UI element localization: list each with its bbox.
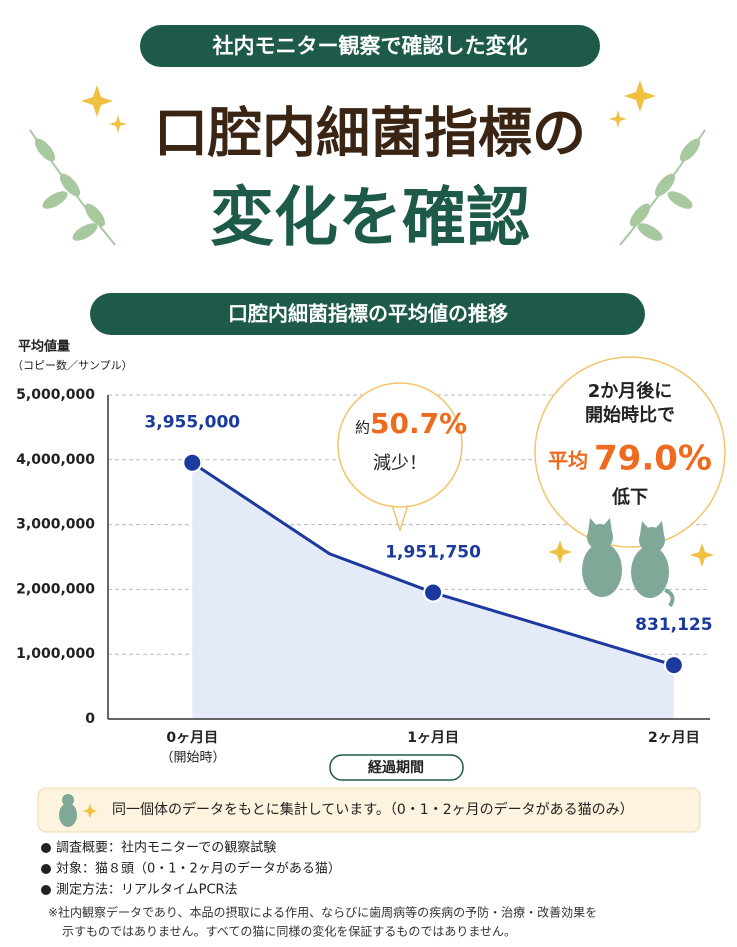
footnote: ※社内観察データであり、本品の摂取による作用、ならびに歯周病等の疾病の予防・治療… (48, 905, 597, 920)
callout-1-bubble (337, 382, 463, 533)
x-axis-title-bg (329, 754, 464, 781)
line (191, 461, 675, 667)
badge-bg (140, 25, 600, 67)
leaves-left (29, 129, 116, 246)
callout-1-suffix: 減少！ (373, 453, 427, 474)
y-tick-label: 2,000,000 (16, 581, 95, 597)
callout-2-line1: 2か月後に (588, 380, 673, 402)
bullet: 調査概要：社内モニターでの観察試験 (56, 840, 276, 856)
y-axis-title: 平均値量 (18, 339, 70, 355)
bullet-list: 調査概要：社内モニターでの観察試験対象：猫８頭（0・1・2ヶ月のデータがある猫）… (41, 840, 341, 898)
callout-2-suffix: 低下 (611, 486, 648, 508)
point (182, 452, 203, 473)
y-tick-label: 1,000,000 (16, 646, 95, 662)
y-tick-label: 0 (85, 711, 95, 727)
x-tick-label: 1ヶ月目 (407, 730, 459, 746)
badge: 社内モニター観察で確認した変化 (212, 34, 528, 58)
note: 同一個体のデータをもとに集計しています。（0・1・2ヶ月のデータがある猫のみ） (112, 801, 634, 818)
sparkles (81, 80, 714, 567)
bullet-dot (41, 843, 51, 853)
callout-1-value: 50.7% (370, 407, 467, 440)
x-start-note: （開始時） (160, 751, 225, 766)
title-line-2: 変化を確認 (210, 182, 530, 256)
point (423, 582, 444, 603)
note-sparkle (83, 804, 97, 818)
leaves-right (619, 129, 706, 246)
area (192, 462, 674, 719)
point (663, 655, 684, 676)
y-tick-label: 4,000,000 (16, 452, 95, 468)
y-axis-subtitle: （コピー数／サンプル） (12, 359, 133, 372)
bullet-dot (41, 885, 51, 895)
x-tick-label: 0ヶ月目 (166, 730, 218, 746)
chart-title-bg (90, 293, 645, 335)
bullet-dot (41, 864, 51, 874)
note-box (37, 787, 701, 833)
title-line-1: 口腔内細菌指標の (154, 102, 586, 165)
callout-2-bubble (534, 356, 726, 548)
y-tick-label: 3,000,000 (16, 517, 95, 533)
footnote: 示すものではありません。すべての猫に同様の変化を保証するものではありません。 (62, 924, 516, 939)
x-tick-label: 2ヶ月目 (648, 730, 700, 746)
data-label: 1,951,750 (385, 543, 481, 563)
y-tick-label: 5,000,000 (16, 387, 95, 403)
data-label: 831,125 (635, 615, 712, 635)
note-cat (59, 794, 77, 827)
cats (582, 518, 675, 608)
chart-title: 口腔内細菌指標の平均値の推移 (228, 302, 508, 326)
bullet: 対象：猫８頭（0・1・2ヶ月のデータがある猫） (56, 861, 341, 877)
bullet: 測定方法：リアルタイムPCR法 (56, 882, 238, 898)
callout-2-line2: 開始時比で (585, 404, 675, 426)
callout-2-prefix: 平均 (548, 449, 588, 473)
data-label: 3,955,000 (144, 413, 240, 433)
x-axis-title: 経過期間 (368, 759, 424, 776)
callout-2-value: 79.0% (594, 439, 712, 479)
callout-1-prefix: 約 (355, 419, 370, 437)
